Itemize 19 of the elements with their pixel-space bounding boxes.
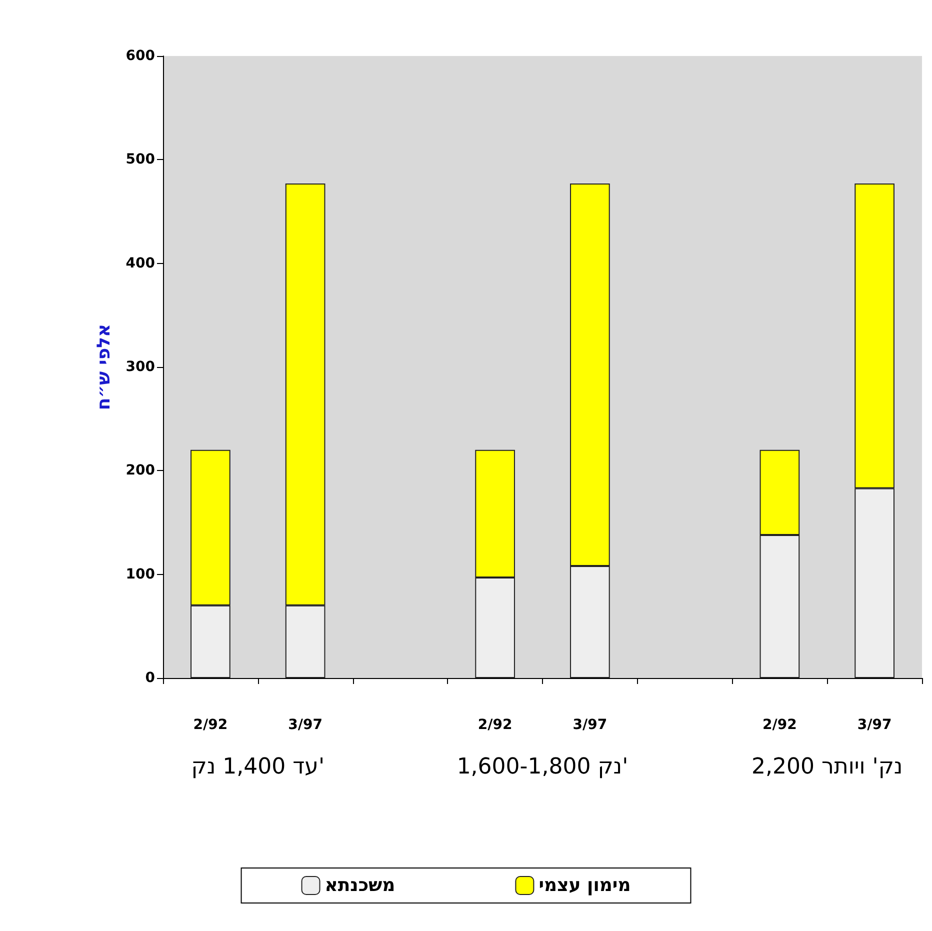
y-tick-label: 200: [126, 462, 156, 479]
x-tick-label: 2/92: [478, 717, 512, 733]
y-tick-label: 100: [126, 566, 156, 582]
x-tick-label: 2/92: [193, 717, 228, 733]
x-tick-label: 3/97: [572, 717, 608, 733]
text: 2,200 נק' ויותר: [752, 754, 903, 780]
y-tick-label: 500: [126, 152, 156, 168]
x-tick-label: 2/92: [762, 717, 797, 733]
y-axis-title: אלפי ש״ח: [94, 324, 114, 410]
y-tick-label: 400: [126, 255, 156, 272]
y-tick-label: 600: [126, 48, 156, 64]
y-tick-label: 0: [145, 670, 156, 686]
x-tick-label: 3/97: [288, 717, 322, 733]
text: 1,600-1,800 נק': [456, 754, 628, 780]
text: עד 1,400 נק': [191, 754, 324, 780]
y-tick-label: 300: [126, 359, 156, 375]
x-tick-label: 3/97: [857, 717, 892, 733]
legend-label: מימון עצמי: [538, 875, 631, 896]
legend-label: משכנתא: [324, 875, 396, 896]
